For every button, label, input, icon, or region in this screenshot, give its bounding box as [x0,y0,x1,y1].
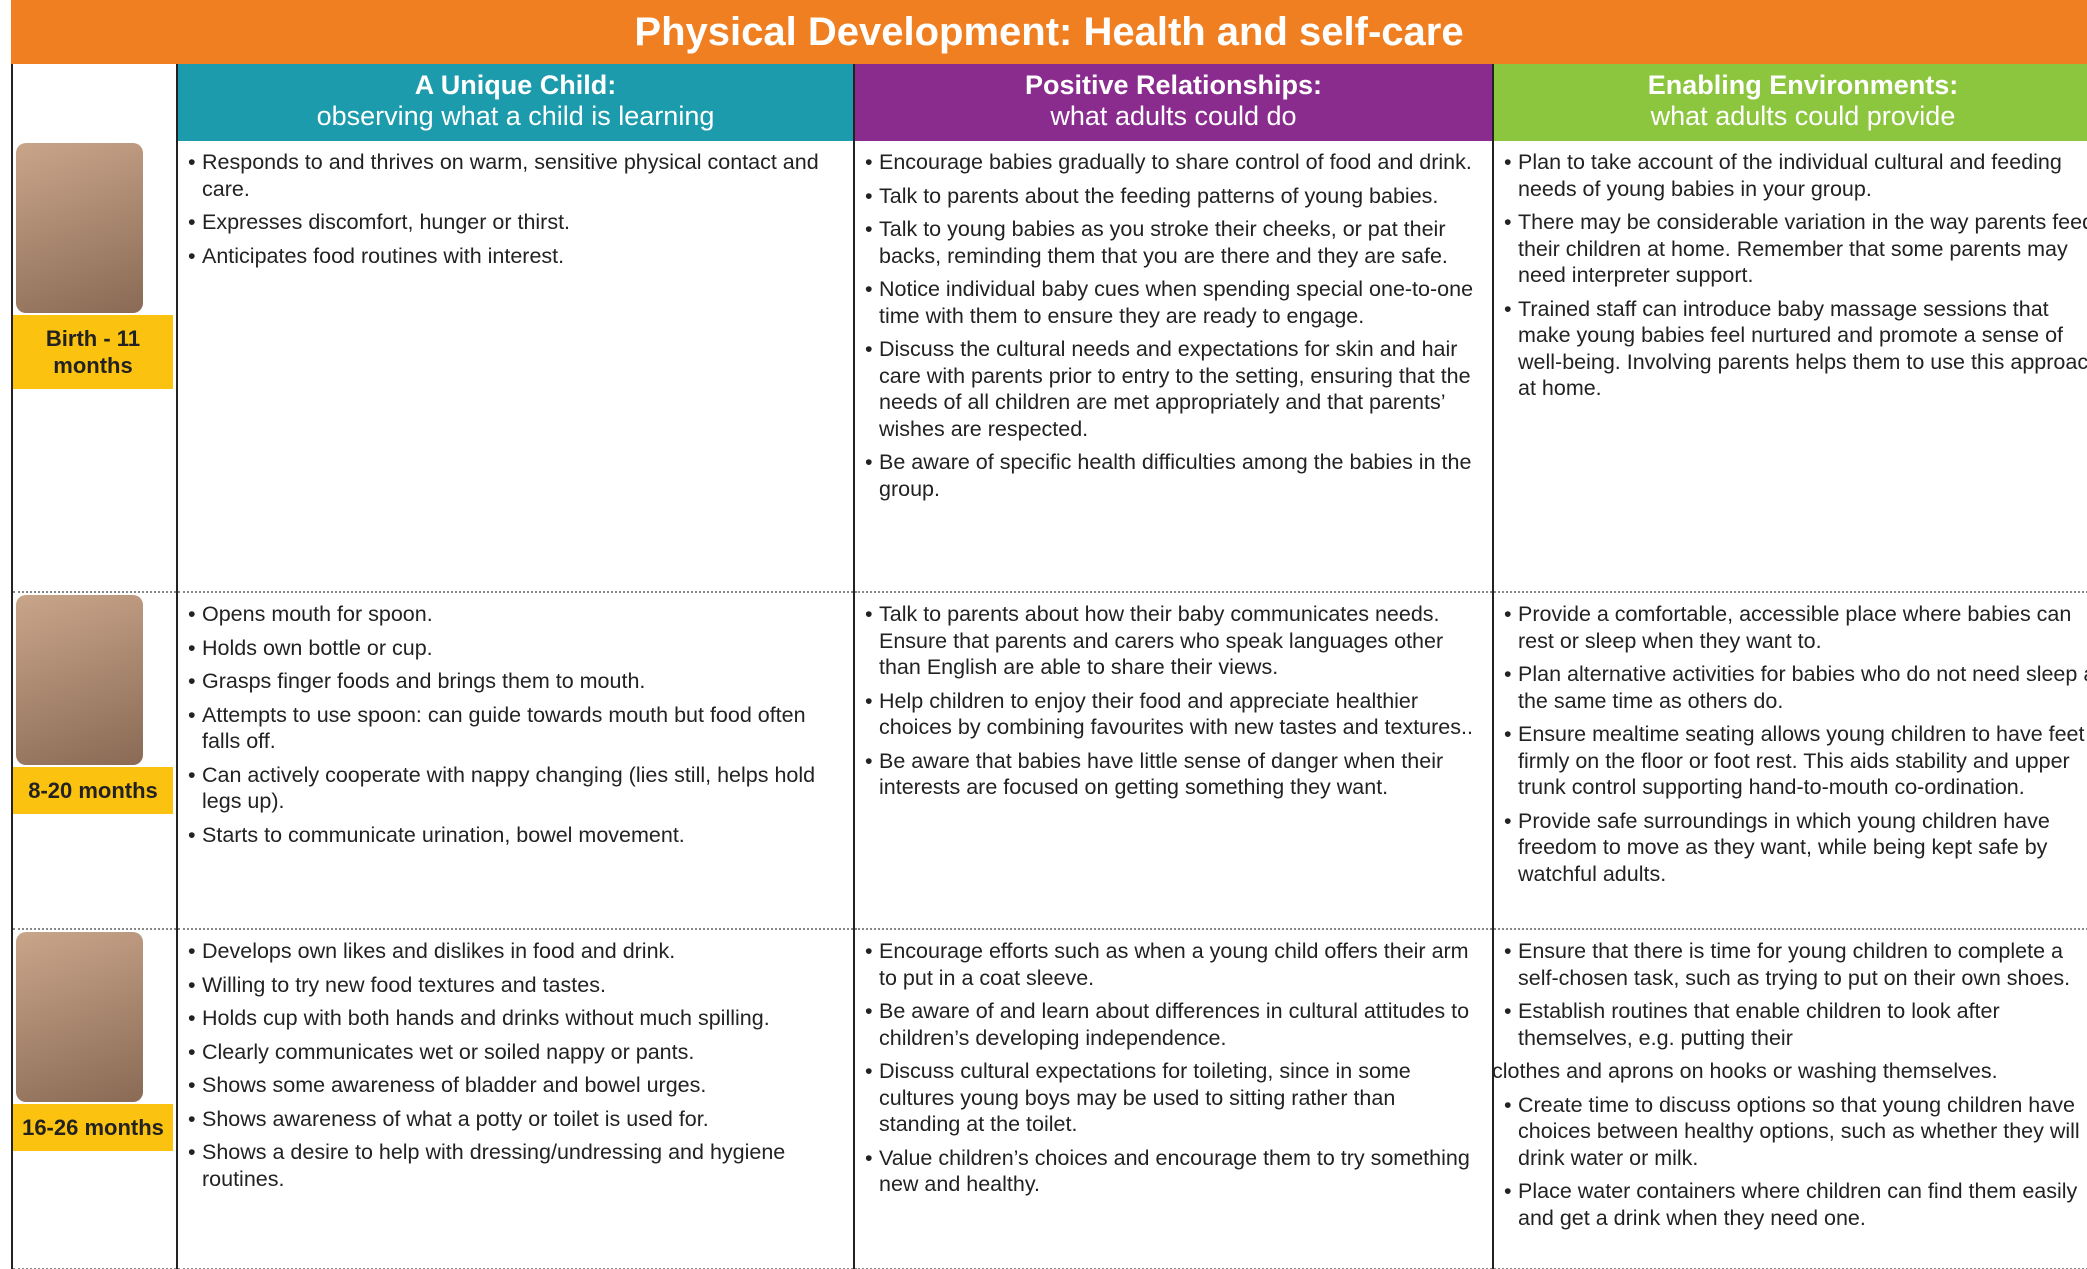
cell: Responds to and thrives on warm, sensiti… [176,141,854,593]
bullet-item: Provide safe surroundings in which young… [1504,808,2087,888]
bullet-item: Can actively cooperate with nappy changi… [188,762,843,815]
bullet-item: There may be considerable variation in t… [1504,209,2087,289]
age-cell: Birth - 11 months [11,141,177,593]
bullet-list: Plan to take account of the individual c… [1504,149,2087,402]
bullet-list: Talk to parents about how their baby com… [865,601,1482,801]
child-photo [16,143,143,313]
bullet-list: Ensure that there is time for young chil… [1492,938,2087,1231]
bullet-item: Shows awareness of what a potty or toile… [188,1106,843,1133]
bullet-item: Anticipates food routines with interest. [188,243,843,270]
bullet-item: Discuss the cultural needs and expectati… [865,336,1482,442]
table: A Unique Child: observing what a child is… [11,64,2087,1269]
column-header: Enabling Environments: what adults could … [1492,64,2087,141]
bullet-list: Develops own likes and dislikes in food … [188,938,843,1192]
bullet-item: Be aware that babies have little sense o… [865,748,1482,801]
column-subtitle: observing what a child is learning [316,101,715,131]
bullet-item: Holds cup with both hands and drinks wit… [188,1005,843,1032]
header-row: A Unique Child: observing what a child is… [11,64,2087,141]
bullet-item: Talk to young babies as you stroke their… [865,216,1482,269]
cell: Opens mouth for spoon. Holds own bottle o… [176,592,854,930]
column-subtitle: what adults could do [1050,101,1297,131]
column-title: A Unique Child: [414,70,617,100]
age-label: 8-20 months [13,767,173,814]
bullet-item: Talk to parents about how their baby com… [865,601,1482,681]
bullet-item: Plan to take account of the individual c… [1504,149,2087,202]
cell: Provide a comfortable, accessible place … [1492,592,2087,930]
bullet-item: Talk to parents about the feeding patter… [865,183,1482,210]
cell: Plan to take account of the individual c… [1492,141,2087,593]
bullet-item: Attempts to use spoon: can guide towards… [188,702,843,755]
bullet-item: Create time to discuss options so that y… [1504,1092,2087,1172]
row: 16-26 months Develops own likes and disli… [11,929,2087,1269]
column-subtitle: what adults could provide [1650,101,1956,131]
bullet-list: Provide a comfortable, accessible place … [1504,601,2087,887]
child-photo [16,595,143,765]
age-cell: 8-20 months [11,592,177,930]
bullet-item: Establish routines that enable children … [1504,998,2087,1051]
column-header: A Unique Child: observing what a child is… [176,64,854,141]
cell: Ensure that there is time for young chil… [1492,929,2087,1269]
bullet-item: Plan alternative activities for babies w… [1504,661,2087,714]
title: Physical Development: Health and self-ca… [11,0,2087,64]
column-header: Positive Relationships: what adults could… [853,64,1493,141]
bullet-item: Encourage babies gradually to share cont… [865,149,1482,176]
bullet-item: Value children’s choices and encourage t… [865,1145,1482,1198]
row: 8-20 months Opens mouth for spoon. Holds o… [11,592,2087,930]
bullet-item: Opens mouth for spoon. [188,601,843,628]
column-title: Enabling Environments: [1647,70,1959,100]
bullet-item: Holds own bottle or cup. [188,635,843,662]
bullet-item: Be aware of specific health difficulties… [865,449,1482,502]
cell: Encourage babies gradually to share cont… [853,141,1493,593]
bullet-item: Ensure mealtime seating allows young chi… [1504,721,2087,801]
bullet-item: Be aware of and learn about differences … [865,998,1482,1051]
column-title: Positive Relationships: [1024,70,1323,100]
bullet-list: Opens mouth for spoon. Holds own bottle o… [188,601,843,848]
cell: Develops own likes and dislikes in food … [176,929,854,1269]
bullet-item: Ensure that there is time for young chil… [1504,938,2087,991]
cell: Talk to parents about how their baby com… [853,592,1493,930]
table-body: Birth - 11 months Responds to and thrives… [11,141,2087,1269]
row: Birth - 11 months Responds to and thrives… [11,141,2087,593]
bullet-item: Place water containers where children ca… [1504,1178,2087,1231]
bullet-item: Expresses discomfort, hunger or thirst. [188,209,843,236]
bullet-item: Trained staff can introduce baby massage… [1504,296,2087,402]
bullet-item: Clearly communicates wet or soiled nappy… [188,1039,843,1066]
blank-header [11,64,177,141]
bullet-item: Starts to communicate urination, bowel m… [188,822,843,849]
bullet-item: Notice individual baby cues when spendin… [865,276,1482,329]
bullet-item: Discuss cultural expectations for toilet… [865,1058,1482,1138]
bullet-item: Shows some awareness of bladder and bowe… [188,1072,843,1099]
bullet-item: Provide a comfortable, accessible place … [1504,601,2087,654]
cell: Encourage efforts such as when a young c… [853,929,1493,1269]
bullet-item: Willing to try new food textures and tas… [188,972,843,999]
bullet-list: Encourage babies gradually to share cont… [865,149,1482,502]
bullet-list: Responds to and thrives on warm, sensiti… [188,149,843,269]
bullet-item: Shows a desire to help with dressing/und… [188,1139,843,1192]
bullet-item: Help children to enjoy their food and ap… [865,688,1482,741]
bullet-item: Responds to and thrives on warm, sensiti… [188,149,843,202]
child-photo [16,932,143,1102]
bullet-list: Encourage efforts such as when a young c… [865,938,1482,1198]
bullet-item: Encourage efforts such as when a young c… [865,938,1482,991]
age-label: Birth - 11 months [13,315,173,389]
bullet-item: Develops own likes and dislikes in food … [188,938,843,965]
age-label: 16-26 months [13,1104,173,1151]
age-cell: 16-26 months [11,929,177,1269]
continuation-text: clothes and aprons on hooks or washing t… [1492,1059,1998,1083]
bullet-item: Grasps finger foods and brings them to m… [188,668,843,695]
